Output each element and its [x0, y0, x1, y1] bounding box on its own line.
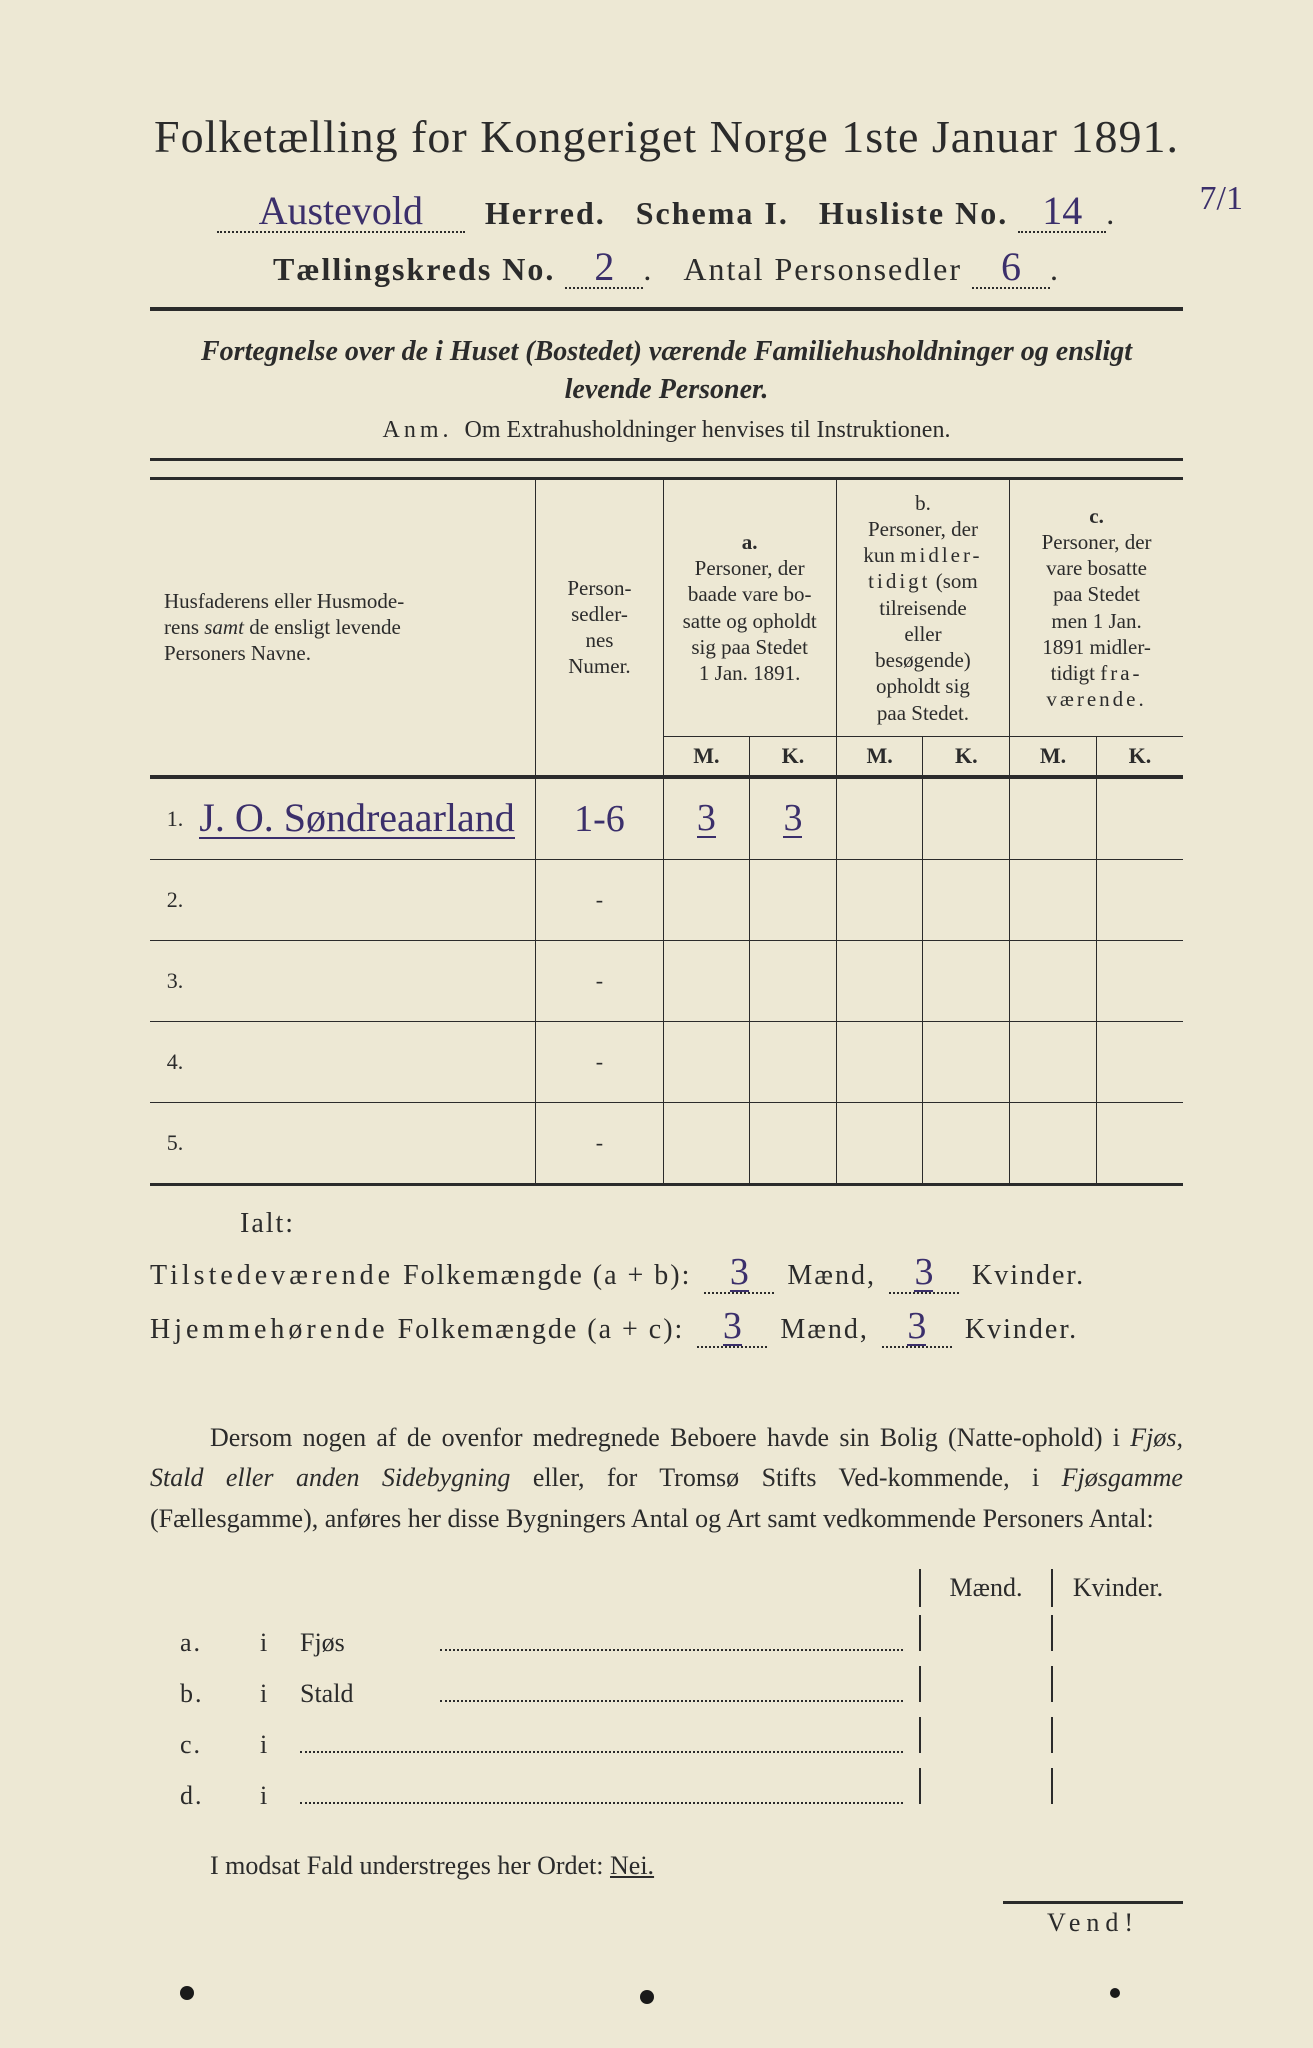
present-lead: Tilstedeværende	[150, 1260, 394, 1291]
ob-row: d. i	[150, 1768, 1183, 1811]
vend-label: Vend!	[1003, 1901, 1183, 1938]
tkreds-no: 2	[594, 244, 614, 289]
modsat-line: I modsat Fald understreges her Ordet: Ne…	[150, 1851, 1183, 1881]
col-a: a. Personer, derbaade vare bo-satte og o…	[663, 478, 836, 736]
resident-rest: Folkemængde (a + c):	[398, 1314, 685, 1345]
row-num: -	[536, 940, 663, 1021]
ob-i: i	[260, 1679, 300, 1709]
ob-i: i	[260, 1781, 300, 1811]
row-num: -	[536, 1102, 663, 1184]
husliste-label: Husliste No.	[819, 195, 1008, 231]
census-table: Husfaderens eller Husmode-rens samt de e…	[150, 477, 1183, 1186]
col-num: Person-sedler-nesNumer.	[536, 478, 663, 777]
maend-label: Mænd,	[780, 1314, 869, 1345]
resident-lead: Hjemmehørende	[150, 1314, 389, 1345]
row-name: J. O. Søndreaarland	[199, 799, 514, 839]
present-K: 3	[914, 1254, 933, 1292]
row-aK: 3	[783, 800, 802, 838]
nei-word: Nei.	[610, 1851, 654, 1880]
col-b-m: M.	[836, 736, 923, 777]
ob-i: i	[260, 1628, 300, 1658]
ob-key: b.	[150, 1679, 260, 1709]
herred-value: Austevold	[259, 188, 423, 233]
divider	[150, 307, 1183, 311]
antal-label: Antal Personsedler	[683, 251, 962, 287]
kvinder-label: Kvinder.	[972, 1260, 1085, 1291]
subtitle: Fortegnelse over de i Huset (Bostedet) v…	[150, 333, 1183, 409]
row-bM	[836, 777, 923, 860]
row-num: -	[536, 859, 663, 940]
subtitle-line1: Fortegnelse over de i Huset (Bostedet) v…	[201, 336, 1132, 367]
husliste-no: 14	[1042, 188, 1082, 233]
resident-K: 3	[907, 1308, 926, 1346]
present-total-line: Tilstedeværende Folkemængde (a + b): 3 M…	[150, 1254, 1183, 1294]
col-b: b. Personer, derkun midler-tidigt (somti…	[836, 478, 1009, 736]
row-aM: 3	[697, 800, 716, 838]
dersom-paragraph: Dersom nogen af de ovenfor medregnede Be…	[150, 1418, 1183, 1539]
col-b-k: K.	[923, 736, 1010, 777]
punch-mark-icon	[180, 1986, 194, 2000]
row-idx: 5.	[150, 1102, 189, 1184]
resident-total-line: Hjemmehørende Folkemængde (a + c): 3 Mæn…	[150, 1308, 1183, 1348]
row-num: 1-6	[574, 798, 625, 840]
table-row: 2. -	[150, 859, 1183, 940]
ob-label-text: Fjøs	[300, 1628, 440, 1658]
row-idx: 3.	[150, 940, 189, 1021]
col-c-k: K.	[1096, 736, 1183, 777]
anm-rest: Om Extrahusholdninger henvises til Instr…	[465, 417, 951, 443]
punch-mark-icon	[640, 1990, 654, 2004]
ob-row: b. i Stald	[150, 1666, 1183, 1709]
resident-M: 3	[723, 1308, 742, 1346]
table-row: 4. -	[150, 1021, 1183, 1102]
anm-lead: Anm.	[383, 417, 453, 443]
row-idx: 2.	[150, 859, 189, 940]
ob-i: i	[260, 1730, 300, 1760]
corner-annotation: 7/1	[1200, 180, 1243, 218]
table-row: 1. J. O. Søndreaarland 1-6 3 3	[150, 777, 1183, 860]
samt-italic: samt	[204, 615, 244, 639]
col-a-m: M.	[663, 736, 750, 777]
row-idx: 4.	[150, 1021, 189, 1102]
ob-key: d.	[150, 1781, 260, 1811]
row-cK	[1096, 777, 1183, 860]
row-bK	[923, 777, 1010, 860]
col-c: c. Personer, dervare bosattepaa Stedetme…	[1010, 478, 1183, 736]
header-line-2: Austevold Herred. Schema I. Husliste No.…	[150, 191, 1183, 233]
anm-line: Anm. Om Extrahusholdninger henvises til …	[150, 417, 1183, 444]
subtitle-line2: levende Personer.	[565, 374, 769, 405]
herred-label: Herred.	[485, 195, 606, 231]
ob-head-k: Kvinder.	[1051, 1569, 1183, 1607]
maend-label: Mænd,	[787, 1260, 876, 1291]
ob-key: a.	[150, 1628, 260, 1658]
ob-label-text: Stald	[300, 1679, 440, 1709]
row-idx: 1.	[150, 777, 189, 860]
page-title: Folketælling for Kongeriget Norge 1ste J…	[150, 110, 1183, 163]
col-c-m: M.	[1010, 736, 1097, 777]
ob-row: c. i	[150, 1717, 1183, 1760]
ialt-label: Ialt:	[150, 1208, 1183, 1240]
col-a-k: K.	[750, 736, 837, 777]
schema-label: Schema I.	[636, 195, 789, 231]
ob-row: a. i Fjøs	[150, 1615, 1183, 1658]
row-cM	[1010, 777, 1097, 860]
ob-key: c.	[150, 1730, 260, 1760]
census-form-page: Folketælling for Kongeriget Norge 1ste J…	[0, 0, 1313, 2048]
header-line-3: Tællingskreds No. 2. Antal Personsedler …	[150, 247, 1183, 289]
row-num: -	[536, 1021, 663, 1102]
divider	[150, 458, 1183, 461]
kvinder-label: Kvinder.	[965, 1314, 1078, 1345]
present-M: 3	[730, 1254, 749, 1292]
punch-mark-icon	[1110, 1988, 1120, 1998]
present-rest: Folkemængde (a + b):	[403, 1260, 691, 1291]
table-row: 3. -	[150, 940, 1183, 1021]
antal-value: 6	[1001, 244, 1021, 289]
outbuilding-table: Mænd. Kvinder. a. i Fjøs b. i Stald c. i…	[150, 1569, 1183, 1811]
ob-head-m: Mænd.	[919, 1569, 1051, 1607]
table-row: 5. -	[150, 1102, 1183, 1184]
modsat-text: I modsat Fald understreges her Ordet:	[210, 1851, 604, 1880]
tkreds-label: Tællingskreds No.	[273, 251, 555, 287]
